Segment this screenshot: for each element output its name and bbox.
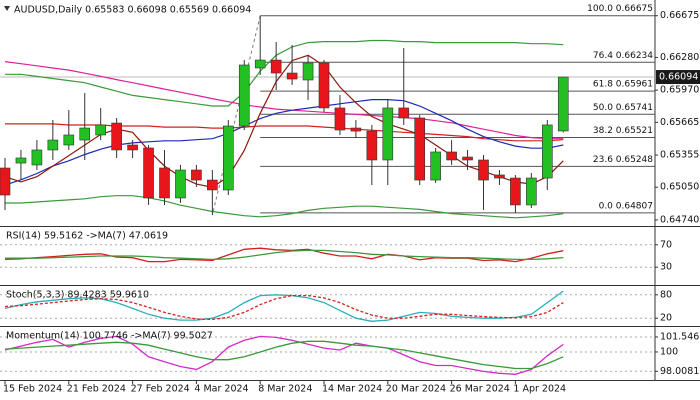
panel-title: AUDUSD,Daily 0.65583 0.66098 0.65569 0.6… — [14, 5, 251, 16]
series-line — [4, 340, 564, 370]
y-tick-label: 0.65970 — [660, 85, 699, 96]
candle-body — [207, 179, 218, 191]
y-tick-label: 80 — [660, 289, 672, 300]
candle-body — [191, 169, 202, 181]
y-tick-label: 30 — [660, 262, 672, 273]
candle-body — [382, 107, 394, 161]
fib-label: 50.0 0.65741 — [593, 103, 653, 113]
candle-body — [159, 167, 170, 199]
series-line — [4, 99, 564, 186]
fib-label: 23.6 0.65248 — [593, 155, 653, 165]
x-tick-label: 21 Feb 2024 — [67, 384, 126, 395]
candle-body — [111, 122, 122, 151]
candle-body — [414, 117, 426, 181]
candle-body — [95, 124, 106, 136]
candle-body — [254, 59, 266, 69]
candle-body — [270, 59, 282, 74]
fib-label: 100.0 0.66675 — [587, 4, 653, 14]
candle-body — [143, 147, 154, 199]
candle-body — [223, 125, 234, 191]
candle-body — [127, 144, 138, 151]
candle-body — [557, 76, 569, 132]
symbol-icon — [4, 6, 10, 11]
x-tick-label: 8 Mar 2024 — [258, 384, 312, 395]
y-tick-label: 0.65355 — [660, 150, 699, 161]
x-tick-label: 20 Mar 2024 — [386, 384, 446, 395]
y-tick-label: 0.65665 — [660, 117, 699, 128]
candle-body — [478, 159, 489, 181]
y-tick-label: 0.65050 — [660, 182, 699, 193]
candle-body — [47, 139, 59, 151]
series-line — [4, 290, 564, 322]
series-line — [4, 247, 564, 263]
candle-body — [318, 62, 330, 109]
x-tick-label: 1 Apr 2024 — [513, 384, 566, 395]
x-tick-label: 15 Feb 2024 — [3, 384, 62, 395]
y-tick-label: 0.66280 — [660, 52, 699, 63]
candle-body — [79, 127, 91, 141]
candle-body — [63, 134, 75, 146]
y-tick-label: 0.66675 — [660, 10, 699, 21]
series-line — [4, 335, 564, 375]
panel-title: Momentum(14) 100.7746 ->MA(7) 99.5027 — [6, 331, 213, 342]
fib-label: 76.4 0.66234 — [593, 51, 653, 61]
candle-body — [238, 64, 250, 127]
series-line — [4, 61, 564, 140]
candle-body — [366, 130, 378, 161]
panel-title: RSI(14) 59.5162 ->MA(7) 47.0619 — [6, 231, 168, 242]
candle-body — [446, 151, 457, 161]
x-tick-label: 26 Mar 2024 — [450, 384, 510, 395]
candle-body — [175, 169, 186, 199]
candle-body — [526, 177, 537, 206]
candle-body — [350, 127, 362, 132]
fib-label: 61.8 0.65961 — [593, 80, 653, 90]
candle-body — [31, 149, 43, 166]
candle-body — [494, 174, 505, 179]
candle-body — [541, 124, 553, 179]
x-tick-label: 4 Mar 2024 — [194, 384, 248, 395]
candle-body — [398, 107, 410, 119]
x-tick-label: 27 Feb 2024 — [131, 384, 190, 395]
series-line — [5, 39, 564, 107]
y-tick-label: 101.5467 — [660, 331, 700, 342]
fib-label: 38.2 0.65521 — [593, 126, 653, 136]
panel-title: Stoch(5,3,3) 89.4283 59.9610 — [6, 290, 149, 301]
series-line — [5, 195, 564, 219]
price-tag — [656, 70, 700, 85]
fib-label: 0.0 0.64807 — [599, 201, 653, 211]
y-tick-label: 0.64740 — [660, 214, 699, 225]
candle-body — [462, 156, 473, 161]
candle-body — [15, 157, 27, 164]
candle-body — [0, 167, 11, 196]
candle-body — [430, 151, 441, 181]
series-line — [4, 294, 564, 321]
series-line — [5, 249, 564, 261]
candle-body — [302, 62, 314, 81]
candle-body — [510, 177, 521, 206]
y-tick-label: 98.0081 — [660, 366, 699, 377]
y-tick-label: 100 — [660, 346, 678, 357]
price-tag-label: 0.66094 — [659, 72, 698, 83]
y-tick-label: 20 — [660, 313, 672, 324]
candle-body — [334, 107, 346, 131]
y-tick-label: 70 — [660, 239, 672, 250]
x-tick-label: 14 Mar 2024 — [322, 384, 382, 395]
candle-body — [286, 72, 298, 80]
series-line — [4, 54, 564, 188]
